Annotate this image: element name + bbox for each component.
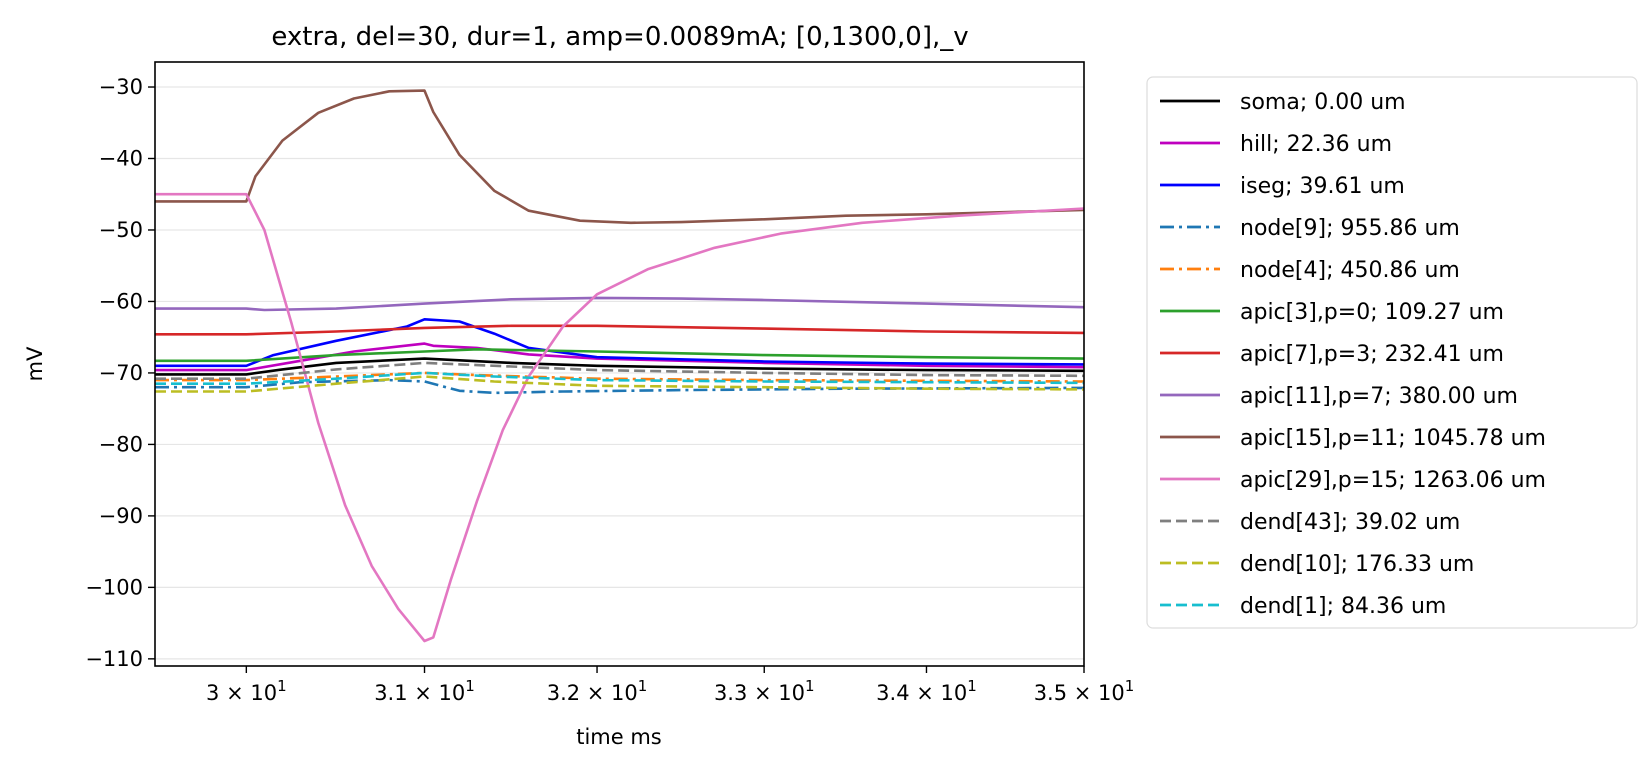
y-axis-title: mV (23, 346, 47, 381)
series-line-6 (155, 324, 1085, 336)
series-lines (155, 89, 1085, 643)
legend-items: soma; 0.00 um hill; 22.36 um iseg; 39.61 u… (1160, 90, 1546, 619)
series-line-0 (155, 357, 1085, 376)
legend-label: soma; 0.00 um (1240, 90, 1406, 115)
series-line-3 (155, 378, 1085, 395)
legend-label: dend[1]; 84.36 um (1240, 594, 1446, 619)
y-tick-label: −80 (99, 432, 143, 456)
x-tick-label: 3.5 × 101 (1034, 677, 1135, 705)
legend-frame (1146, 76, 1638, 629)
x-tick-label: 3.4 × 101 (876, 677, 977, 705)
series-line-1 (155, 342, 1085, 372)
legend-label: apic[3],p=0; 109.27 um (1240, 300, 1504, 325)
x-tick-label: 3.3 × 101 (714, 677, 815, 705)
legend-label: apic[15],p=11; 1045.78 um (1240, 426, 1546, 451)
x-axis: 3 × 101 3.1 × 101 3.2 × 101 3.3 × 101 3.4 × … (206, 666, 1134, 705)
y-tick-label: −70 (99, 361, 143, 385)
series-line-10 (155, 361, 1085, 381)
legend-label: apic[29],p=15; 1263.06 um (1240, 468, 1546, 493)
x-tick-label: 3 × 101 (206, 677, 287, 705)
legend-label: node[9]; 955.86 um (1240, 216, 1460, 241)
legend: soma; 0.00 um hill; 22.36 um iseg; 39.61 u… (1146, 76, 1638, 629)
y-tick-label: −30 (99, 75, 143, 99)
y-tick-label: −110 (85, 647, 143, 671)
series-line-5 (155, 347, 1085, 363)
plot-frame (154, 61, 1085, 667)
series-line-2 (155, 317, 1085, 368)
y-tick-label: −40 (99, 146, 143, 170)
legend-label: iseg; 39.61 um (1240, 174, 1405, 199)
y-tick-label: −60 (99, 289, 143, 313)
legend-label: apic[11],p=7; 380.00 um (1240, 384, 1518, 409)
legend-label: dend[10]; 176.33 um (1240, 552, 1474, 577)
grid-lines (155, 86, 1084, 660)
x-tick-label: 3.1 × 101 (374, 677, 475, 705)
y-tick-label: −100 (85, 575, 143, 599)
legend-label: hill; 22.36 um (1240, 132, 1392, 157)
y-tick-label: −50 (99, 218, 143, 242)
y-axis: −30 −40 −50 −60 −70 −80 −90 −100 −110 (85, 75, 155, 671)
legend-label: node[4]; 450.86 um (1240, 258, 1460, 283)
series-line-7 (155, 296, 1085, 312)
series-line-12 (155, 371, 1085, 386)
chart-title: extra, del=30, dur=1, amp=0.0089mA; [0,1… (271, 22, 968, 52)
legend-label: dend[43]; 39.02 um (1240, 510, 1460, 535)
x-axis-title: time ms (576, 725, 662, 749)
series-line-11 (155, 375, 1085, 393)
x-tick-label: 3.2 × 101 (547, 677, 648, 705)
y-tick-label: −90 (99, 504, 143, 528)
legend-label: apic[7],p=3; 232.41 um (1240, 342, 1504, 367)
series-line-9 (155, 192, 1085, 643)
series-line-8 (155, 89, 1085, 225)
